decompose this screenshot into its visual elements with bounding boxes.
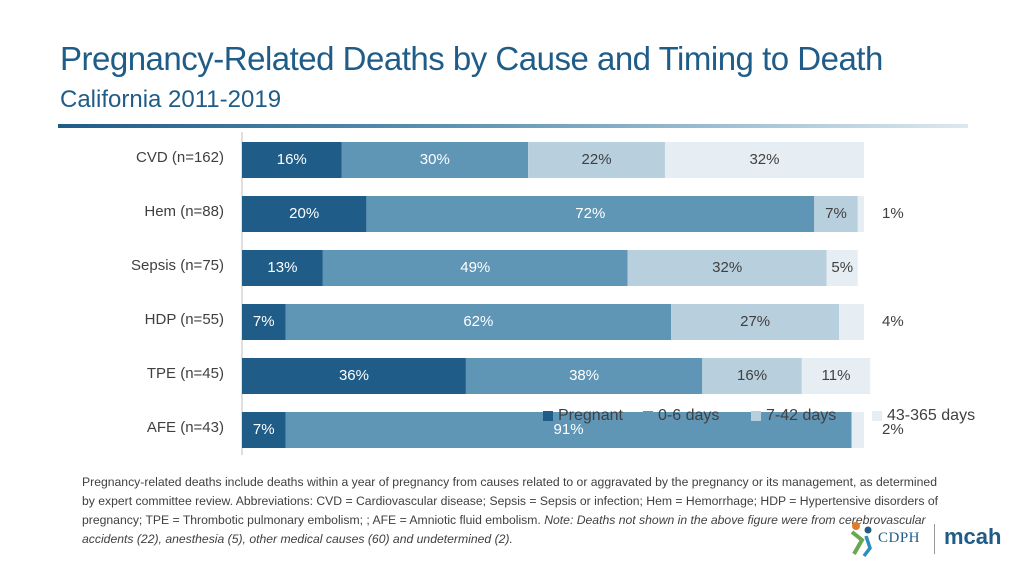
bar-pregnant-afe-n-43 [242,412,286,448]
footnote-note: Note: Deaths not shown in the above figu… [82,513,926,546]
bar-7-42-days-hdp-n-55 [671,304,840,340]
category-label-tpe-n-45: TPE (n=45) [147,365,224,382]
logo: CDPH mcah [848,518,1001,558]
title-underline [58,124,968,128]
bar-7-42-days-sepsis-n-75 [627,250,827,286]
data-label-7-42-days-sepsis-n-75: 32% [712,259,742,276]
bar-43-365-days-hem-n-88 [857,196,864,232]
bar-0-6-days-hem-n-88 [366,196,815,232]
data-label-pregnant-tpe-n-45: 36% [339,367,369,384]
bar-pregnant-hdp-n-55 [242,304,286,340]
bar-pregnant-tpe-n-45 [242,358,466,394]
data-label-0-6-days-hdp-n-55: 62% [463,313,493,330]
page-title: Pregnancy-Related Deaths by Cause and Ti… [60,40,883,77]
category-label-hdp-n-55: HDP (n=55) [145,311,224,328]
data-label-pregnant-hem-n-88: 20% [289,205,319,222]
data-label-43-365-days-sepsis-n-75: 5% [831,259,853,276]
legend-swatch-pregnant [543,411,553,421]
bar-0-6-days-sepsis-n-75 [322,250,628,286]
bar-43-365-days-tpe-n-45 [801,358,871,394]
data-label-0-6-days-hem-n-88: 72% [575,205,605,222]
bar-7-42-days-tpe-n-45 [702,358,802,394]
data-label-7-42-days-hdp-n-55: 27% [740,313,770,330]
data-label-43-365-days-tpe-n-45: 11% [822,367,851,384]
data-label-43-365-days-afe-n-43: 2% [882,421,904,438]
data-label-pregnant-sepsis-n-75: 13% [267,259,297,276]
data-label-7-42-days-tpe-n-45: 16% [737,367,767,384]
legend-swatch-43-365-days [872,411,882,421]
page-subtitle: California 2011-2019 [60,86,282,113]
bar-pregnant-cvd-n-162 [242,142,342,178]
bar-7-42-days-hem-n-88 [814,196,858,232]
data-label-7-42-days-cvd-n-162: 22% [582,151,612,168]
bar-43-365-days-cvd-n-162 [664,142,864,178]
legend-label-7-42-days: 7-42 days [766,407,836,424]
data-label-43-365-days-hem-n-88: 1% [882,205,904,222]
cdph-figure-icon [850,522,872,558]
bar-43-365-days-sepsis-n-75 [826,250,858,286]
data-label-pregnant-afe-n-43: 7% [253,421,275,438]
bar-7-42-days-cvd-n-162 [528,142,665,178]
data-label-43-365-days-hdp-n-55: 4% [882,313,904,330]
legend-swatch-0-6-days [643,411,653,421]
category-label-sepsis-n-75: Sepsis (n=75) [131,257,224,274]
footnote-text: Pregnancy-related deaths include deaths … [82,475,938,527]
data-label-pregnant-hdp-n-55: 7% [253,313,275,330]
category-label-hem-n-88: Hem (n=88) [144,203,224,220]
data-label-0-6-days-afe-n-43: 91% [554,421,584,438]
data-label-pregnant-cvd-n-162: 16% [277,151,307,168]
data-label-7-42-days-hem-n-88: 7% [825,205,847,222]
data-label-0-6-days-tpe-n-45: 38% [569,367,599,384]
stacked-bar-chart: CVD (n=162) 16% 30% 22% 32% Hem (n=88) 20% 72% 7… [131,132,975,455]
category-label-cvd-n-162: CVD (n=162) [136,149,224,166]
bar-pregnant-hem-n-88 [242,196,367,232]
category-label-afe-n-43: AFE (n=43) [147,419,224,436]
legend-label-0-6-days: 0-6 days [658,407,719,424]
cdph-logo-text: CDPH [878,530,921,546]
bar-0-6-days-cvd-n-162 [341,142,529,178]
bar-43-365-days-afe-n-43 [851,412,864,448]
legend-label-43-365-days: 43-365 days [887,407,975,424]
bar-43-365-days-hdp-n-55 [839,304,864,340]
logo-divider [934,524,935,554]
mcah-logo-text: mcah [944,524,1002,549]
footnote: Pregnancy-related deaths include deaths … [82,473,952,549]
bar-pregnant-sepsis-n-75 [242,250,323,286]
legend-swatch-7-42-days [751,411,761,421]
data-label-0-6-days-cvd-n-162: 30% [420,151,450,168]
bar-0-6-days-tpe-n-45 [465,358,703,394]
legend-label-pregnant: Pregnant [558,407,623,424]
data-label-0-6-days-sepsis-n-75: 49% [460,259,490,276]
data-label-43-365-days-cvd-n-162: 32% [749,151,779,168]
bar-0-6-days-hdp-n-55 [285,304,672,340]
